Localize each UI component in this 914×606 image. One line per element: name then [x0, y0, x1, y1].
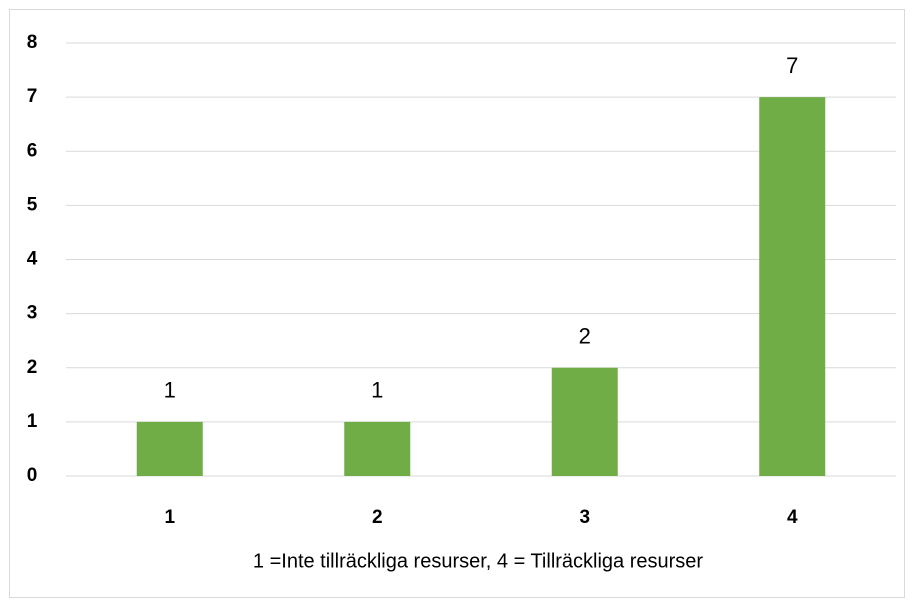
- bar: [344, 421, 411, 476]
- data-label-box: [566, 316, 603, 357]
- data-label: 1: [164, 378, 176, 403]
- x-axis-label: 1 =Inte tillräckliga resurser, 4 = Tillr…: [253, 550, 704, 572]
- data-label-box: [359, 370, 396, 411]
- y-tick-label: 0: [27, 465, 38, 486]
- data-label: 1: [371, 378, 383, 403]
- y-tick-label: 7: [27, 86, 38, 107]
- data-label-box: [151, 370, 188, 411]
- x-tick-label: 2: [372, 507, 383, 528]
- y-tick-label: 4: [27, 249, 38, 270]
- chart-border: [9, 9, 905, 598]
- y-tick-label: 8: [27, 32, 38, 53]
- y-tick-label: 5: [27, 194, 38, 215]
- data-label-box: [774, 46, 811, 87]
- bar: [136, 421, 203, 476]
- bar: [759, 97, 826, 476]
- y-tick-label: 1: [27, 411, 38, 432]
- x-tick-label: 3: [579, 507, 590, 528]
- data-label: 2: [579, 324, 591, 349]
- y-tick-label: 3: [27, 303, 38, 324]
- x-tick-label: 1: [164, 507, 175, 528]
- data-label: 7: [786, 53, 798, 78]
- y-tick-label: 2: [27, 357, 38, 378]
- bar: [551, 367, 618, 476]
- y-tick-label: 6: [27, 140, 38, 161]
- x-tick-label: 4: [787, 507, 798, 528]
